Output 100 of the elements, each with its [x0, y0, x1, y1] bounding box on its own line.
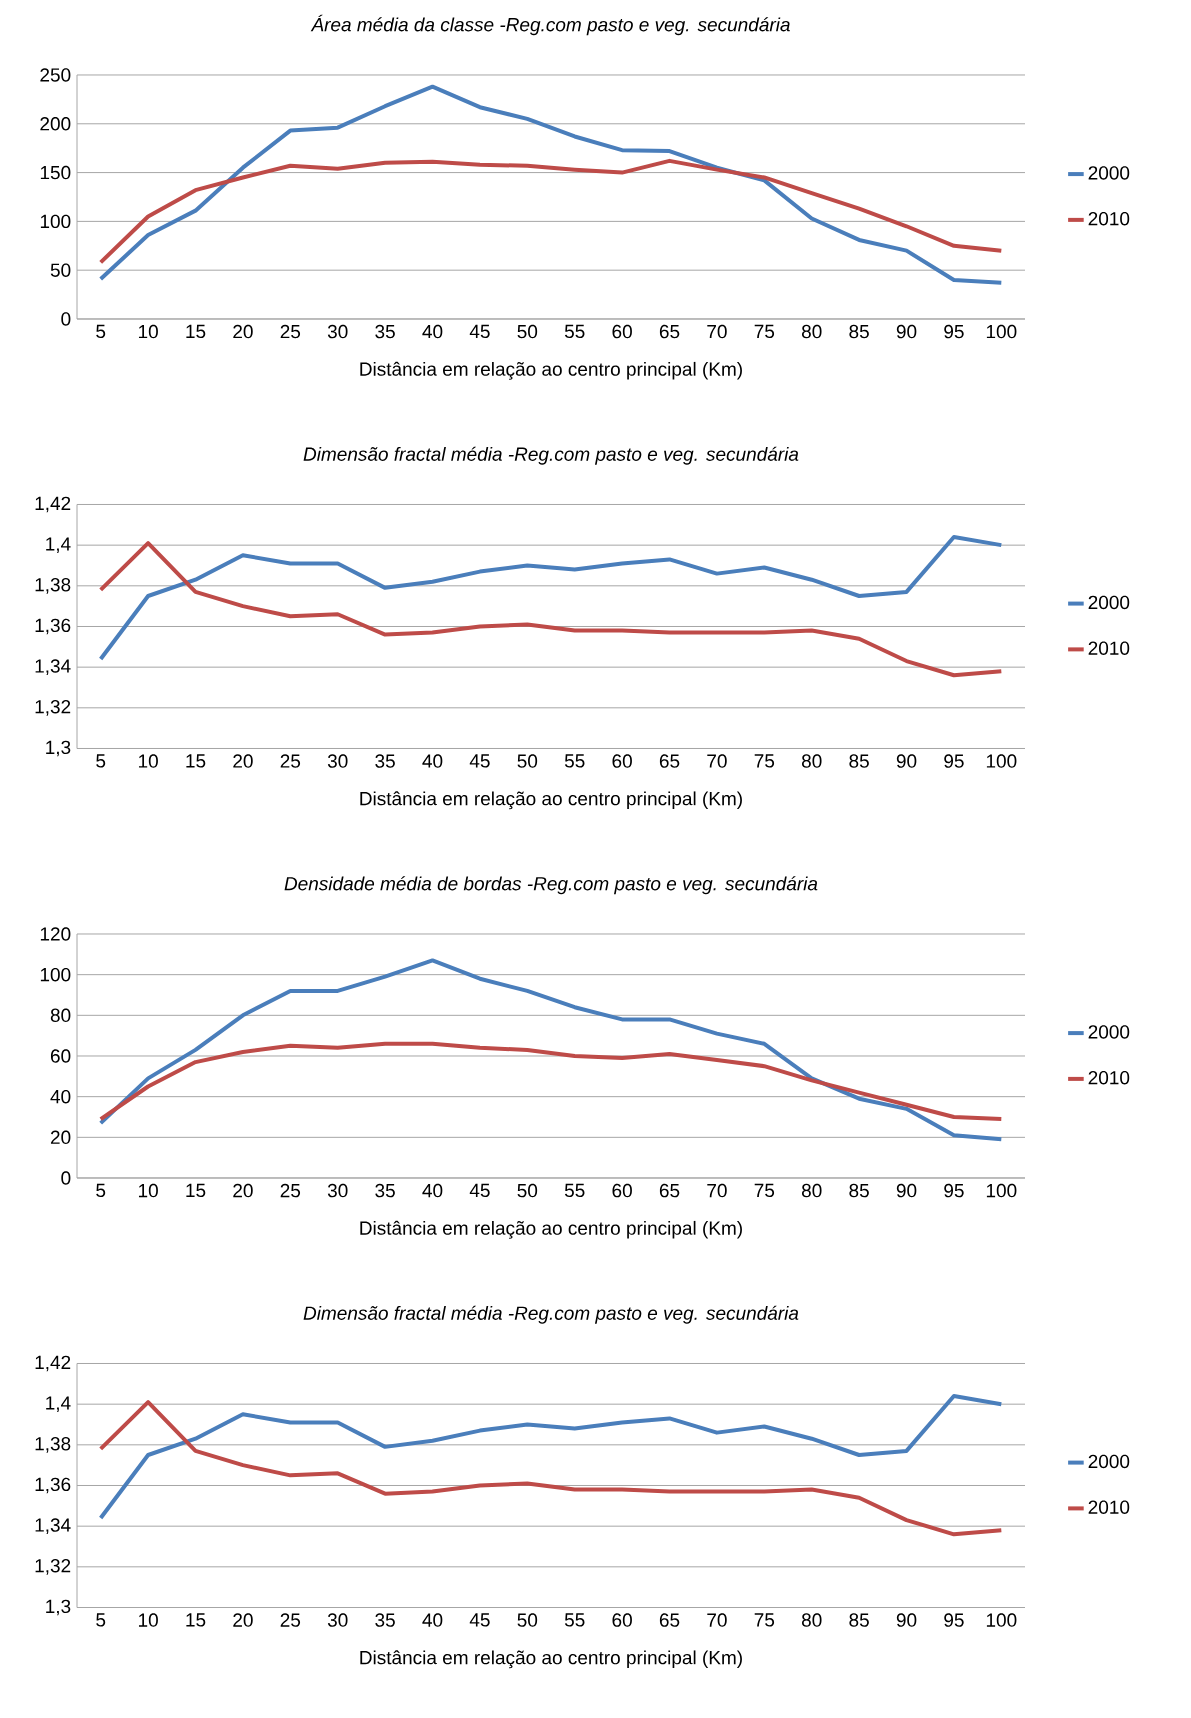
legend-label: 2000 — [1088, 1025, 1130, 1039]
y-tick-label: 1,3 — [46, 740, 71, 757]
x-tick-label: 25 — [280, 754, 301, 768]
x-tick-label: 80 — [801, 324, 822, 339]
x-tick-label: 50 — [517, 754, 538, 768]
x-tick-label: 60 — [612, 1613, 632, 1627]
x-tick-label: 5 — [96, 754, 106, 768]
y-tick-label: 250 — [40, 68, 71, 82]
legend-label: 2000 — [1088, 595, 1130, 610]
chart-title: Dimensão fractal média -Reg.com pasto e veg. secundária — [303, 446, 799, 465]
x-tick-label: 45 — [469, 1613, 490, 1627]
y-tick-label: 40 — [50, 1089, 71, 1104]
x-tick-label: 25 — [280, 1183, 301, 1198]
x-tick-label: 5 — [96, 1183, 106, 1198]
x-tick-label: 70 — [707, 1183, 727, 1198]
x-tick-label: 40 — [422, 1613, 443, 1627]
x-tick-label: 100 — [986, 1613, 1017, 1627]
x-tick-label: 55 — [564, 754, 585, 768]
x-tick-label: 60 — [612, 324, 632, 339]
x-tick-label: 75 — [754, 324, 775, 339]
x-tick-label: 80 — [801, 1613, 822, 1627]
y-tick-label: 80 — [50, 1008, 71, 1023]
x-tick-label: 90 — [896, 324, 917, 339]
x-tick-label: 40 — [422, 324, 443, 339]
x-tick-label: 45 — [469, 1183, 490, 1198]
x-tick-label: 100 — [986, 324, 1017, 339]
x-tick-label: 85 — [849, 324, 869, 339]
x-tick-label: 55 — [564, 1613, 585, 1627]
x-tick-label: 65 — [659, 324, 680, 339]
x-tick-label: 95 — [944, 754, 964, 768]
y-tick-label: 20 — [50, 1130, 71, 1145]
y-tick-label: 1,38 — [35, 1436, 71, 1453]
legend-label: 2010 — [1088, 641, 1130, 655]
x-tick-label: 70 — [707, 754, 727, 768]
x-tick-label: 25 — [280, 324, 301, 339]
chart-title: Área média da classe -Reg.com pasto e veg. secundária — [310, 14, 790, 36]
x-tick-label: 85 — [849, 1613, 869, 1627]
line-series — [98, 1394, 1004, 1521]
y-tick-label: 0 — [61, 1171, 71, 1185]
y-tick-label: 200 — [40, 117, 71, 131]
x-tick-label: 95 — [944, 324, 964, 339]
y-tick-label: 60 — [50, 1049, 71, 1063]
chart-title: Dimensão fractal média -Reg.com pasto e veg. secundária — [303, 1305, 799, 1324]
x-tick-label: 35 — [375, 754, 395, 768]
x-tick-label: 85 — [849, 754, 869, 768]
y-tick-label: 1,36 — [35, 618, 71, 635]
y-tick-label: 1,42 — [35, 1355, 71, 1372]
x-tick-label: 60 — [612, 1183, 632, 1198]
x-tick-label: 45 — [469, 324, 490, 339]
x-axis-title: Distância em relação ao centro principal (Km) — [360, 1650, 742, 1669]
x-tick-label: 20 — [233, 324, 253, 339]
x-tick-label: 20 — [233, 1183, 253, 1198]
x-tick-label: 5 — [96, 1613, 106, 1627]
y-tick-label: 120 — [40, 927, 71, 941]
x-tick-label: 20 — [233, 1613, 253, 1627]
x-tick-label: 55 — [564, 324, 585, 339]
y-tick-label: 100 — [40, 967, 71, 982]
x-tick-label: 55 — [564, 1183, 585, 1198]
x-tick-label: 35 — [375, 1613, 395, 1627]
x-tick-label: 15 — [186, 324, 206, 339]
x-tick-label: 10 — [138, 754, 158, 768]
legend-label: 2010 — [1088, 1070, 1130, 1085]
x-tick-label: 95 — [944, 1183, 964, 1198]
x-tick-label: 35 — [375, 1183, 395, 1198]
y-tick-label: 0 — [61, 312, 71, 326]
x-tick-label: 65 — [659, 754, 680, 768]
y-tick-label: 1,32 — [35, 1558, 71, 1575]
x-tick-label: 15 — [186, 1183, 206, 1198]
y-tick-label: 1,4 — [46, 537, 71, 553]
x-tick-label: 30 — [327, 1183, 348, 1198]
x-tick-label: 30 — [327, 324, 348, 339]
x-tick-label: 10 — [138, 1183, 158, 1198]
x-tick-label: 80 — [801, 754, 822, 768]
y-tick-label: 1,4 — [46, 1396, 71, 1412]
legend-label: 2000 — [1088, 166, 1130, 180]
chart-title: Densidade média de bordas -Reg.com pasto e veg. secundária — [284, 876, 818, 895]
x-axis-title: Distância em relação ao centro principal (Km) — [360, 791, 742, 810]
x-tick-label: 80 — [801, 1183, 822, 1198]
line-series — [98, 158, 1004, 265]
legend-label: 2010 — [1088, 211, 1130, 226]
x-tick-label: 90 — [896, 1183, 917, 1198]
x-tick-label: 5 — [96, 324, 106, 339]
x-axis-title: Distância em relação ao centro principal (Km) — [360, 361, 742, 380]
legend-label: 2000 — [1088, 1454, 1130, 1469]
x-tick-label: 30 — [327, 1613, 348, 1627]
line-series — [98, 958, 1004, 1142]
x-axis-title: Distância em relação ao centro principal (Km) — [360, 1220, 742, 1239]
x-tick-label: 100 — [986, 754, 1017, 768]
x-tick-label: 70 — [707, 1613, 727, 1627]
x-tick-label: 45 — [469, 754, 490, 768]
y-tick-label: 1,34 — [35, 1518, 71, 1535]
x-tick-label: 85 — [849, 1183, 869, 1198]
x-tick-label: 40 — [422, 1183, 443, 1198]
x-tick-label: 10 — [138, 1613, 158, 1627]
x-tick-label: 10 — [138, 324, 158, 339]
x-tick-label: 50 — [517, 324, 538, 339]
x-tick-label: 75 — [754, 1183, 775, 1198]
x-tick-label: 75 — [754, 1613, 775, 1627]
x-tick-label: 20 — [233, 754, 253, 768]
x-tick-label: 75 — [754, 754, 775, 768]
